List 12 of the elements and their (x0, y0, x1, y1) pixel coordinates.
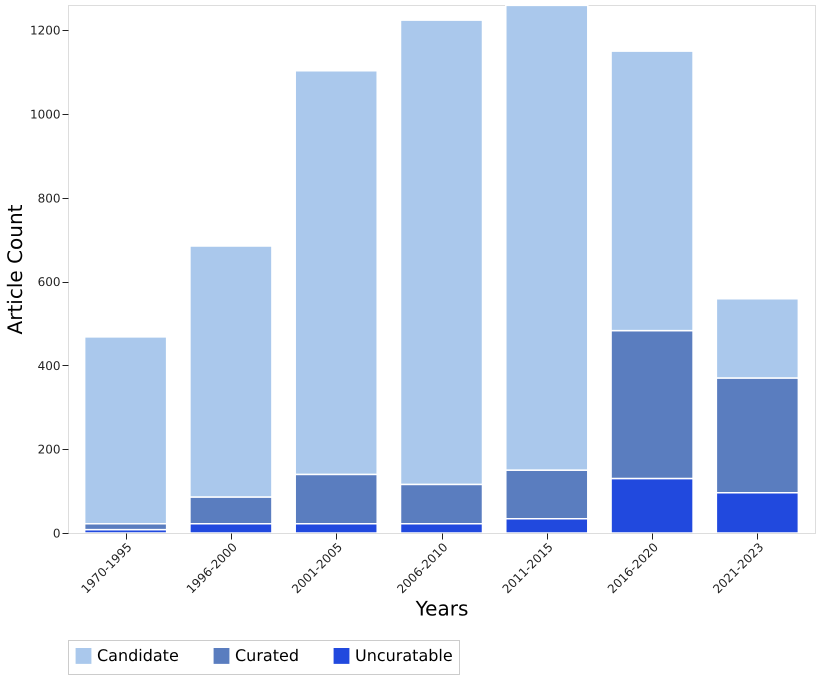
y-tick-label: 0 (52, 526, 60, 540)
y-tick-label: 200 (38, 442, 60, 457)
y-axis-title: Article Count (2, 204, 27, 334)
x-axis-title: Years (414, 596, 468, 621)
legend-label: Candidate (97, 646, 179, 665)
y-tick-label: 1200 (30, 24, 60, 38)
y-tick-label: 1000 (30, 107, 60, 122)
legend-label: Uncuratable (355, 646, 453, 665)
y-tick-label: 600 (38, 275, 60, 290)
legend-label: Curated (235, 646, 299, 665)
y-tick-label: 400 (38, 358, 60, 373)
y-tick-label: 800 (38, 191, 60, 206)
